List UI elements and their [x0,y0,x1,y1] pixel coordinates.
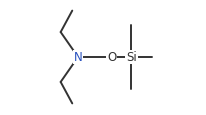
Text: N: N [74,51,82,64]
Text: Si: Si [126,51,137,64]
Text: O: O [107,51,116,64]
